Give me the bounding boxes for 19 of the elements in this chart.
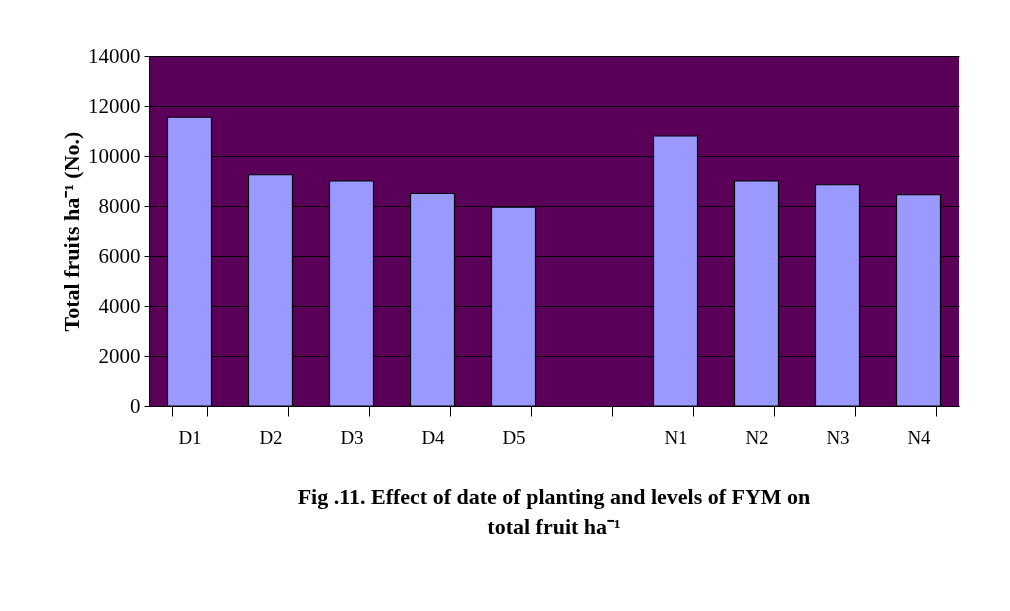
y-tick-label: 8000: [98, 193, 141, 218]
x-tick-label: D5: [502, 426, 526, 448]
y-tick-label: 4000: [98, 293, 141, 318]
x-tick-label: D2: [259, 426, 283, 448]
y-tick-label: 2000: [98, 343, 141, 368]
x-tick-label: D1: [178, 426, 202, 448]
x-tick-label: N1: [664, 426, 688, 448]
y-tick-label: 6000: [98, 243, 141, 268]
x-tick-label: D3: [340, 426, 364, 448]
y-tick-label: 12000: [88, 93, 141, 118]
x-tick-label: D4: [421, 426, 446, 448]
y-axis-title: Total fruits ha⁻¹ (No.): [59, 131, 84, 332]
text: Fig .11. Effect of date of planting and levels of FYM on total fruit ha⁻¹: [297, 484, 811, 539]
x-tick-label: N4: [907, 426, 932, 448]
y-tick-label: 0: [130, 393, 141, 418]
y-tick-label: 14000: [88, 43, 141, 68]
x-tick-label: N2: [745, 426, 769, 448]
x-tick-label: N3: [826, 426, 850, 448]
y-tick-label: 10000: [88, 143, 141, 168]
